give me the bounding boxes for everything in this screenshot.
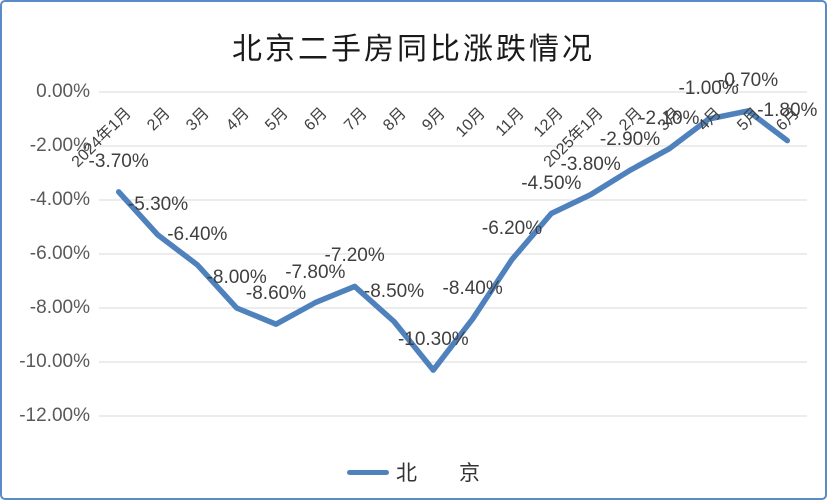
data-label: -3.80% [560, 153, 621, 175]
data-label: -1.00% [678, 78, 739, 99]
data-label: -10.30% [397, 329, 469, 351]
data-label: -8.50% [363, 280, 425, 302]
data-label: -6.20% [481, 218, 543, 240]
y-axis-tick-label: -12.00% [19, 405, 90, 426]
data-label: -0.70% [717, 69, 779, 91]
data-label: -8.00% [206, 267, 267, 288]
data-label: -2.10% [639, 107, 700, 129]
data-label: -3.70% [88, 150, 149, 172]
series-line-beijing [115, 108, 791, 373]
legend-line-swatch [347, 469, 389, 475]
data-label: -2.90% [599, 129, 661, 151]
legend-series-label: 北 京 [396, 461, 480, 485]
y-axis-tick-label: -10.00% [19, 351, 90, 372]
data-label: -4.50% [521, 172, 582, 194]
data-label: -1.80% [757, 99, 818, 121]
y-axis-tick-label: -4.00% [29, 189, 90, 210]
y-axis-tick-label: 0.00% [36, 81, 90, 102]
data-label: -7.80% [285, 261, 346, 283]
y-axis-tick-label: -6.00% [29, 243, 90, 264]
data-label: -6.40% [167, 223, 228, 245]
y-axis-tick-label: -8.00% [29, 297, 90, 318]
data-label: -8.60% [245, 283, 307, 305]
chart-title: 北京二手房同比涨跌情况 [232, 32, 595, 67]
data-label: -8.40% [442, 277, 503, 299]
data-label: -7.20% [324, 245, 385, 267]
legend: 北 京 [2, 457, 825, 487]
data-label: -5.30% [127, 194, 189, 216]
y-axis-tick-label: -2.00% [29, 135, 90, 156]
